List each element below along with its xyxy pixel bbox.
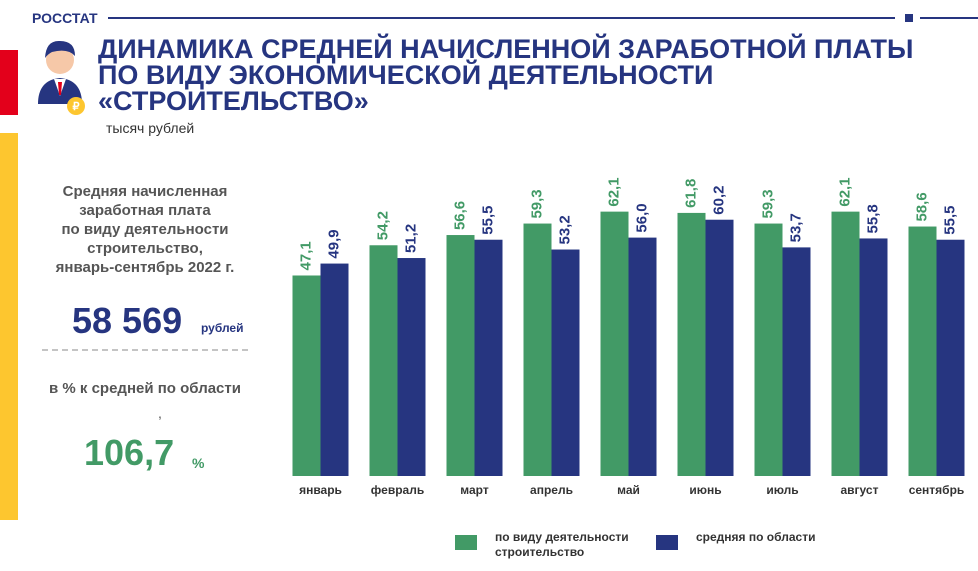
bar xyxy=(782,247,811,476)
bar xyxy=(523,223,552,476)
x-tick-label: январь xyxy=(299,483,342,497)
bar xyxy=(292,275,321,476)
value-label: 55,5 xyxy=(941,206,958,235)
value-label: 49,9 xyxy=(325,229,342,258)
brand: РОССТАТ xyxy=(32,10,98,26)
x-tick-label: май xyxy=(617,483,640,497)
caption-line: заработная плата xyxy=(79,202,211,219)
value-label: 59,3 xyxy=(759,189,776,218)
caption-line: январь-сентябрь 2022 г. xyxy=(55,259,235,276)
ratio: 106,7 xyxy=(84,432,175,473)
value-label: 62,1 xyxy=(605,177,622,206)
title-line: ДИНАМИКА СРЕДНЕЙ НАЧИСЛЕННОЙ ЗАРАБОТНОЙ … xyxy=(98,34,914,64)
bar xyxy=(474,239,503,476)
unit: тысяч рублей xyxy=(106,120,195,136)
amount: 58 569 xyxy=(72,300,183,341)
bar xyxy=(600,211,629,477)
title-line: «СТРОИТЕЛЬСТВО» xyxy=(98,86,369,116)
bar xyxy=(705,219,734,476)
legend-swatch xyxy=(656,535,678,550)
x-tick-label: август xyxy=(841,483,879,497)
summary-caption: Средняя начисленная заработная плата по ви… xyxy=(20,182,270,277)
legend-swatch xyxy=(455,535,477,550)
value-label: 55,5 xyxy=(479,206,496,235)
caption-line: строительство, xyxy=(87,240,203,257)
value-label: 47,1 xyxy=(297,241,314,270)
title-line: ПО ВИДУ ЭКОНОМИЧЕСКОЙ ДЕЯТЕЛЬНОСТИ xyxy=(98,60,714,90)
bar xyxy=(859,238,888,476)
caption-line: по виду деятельности xyxy=(61,221,229,238)
bar xyxy=(446,235,475,476)
value-label: 58,6 xyxy=(913,192,930,221)
ratio-unit: % xyxy=(192,455,205,471)
value-label: 56,0 xyxy=(633,203,650,232)
value-label: 54,2 xyxy=(374,211,391,240)
value-label: 53,7 xyxy=(787,213,804,242)
x-tick-label: февраль xyxy=(371,483,424,497)
ratio-mark: , xyxy=(158,405,162,421)
value-label: 56,6 xyxy=(451,201,468,230)
amount-unit: рублей xyxy=(201,321,244,335)
caption-line: Средняя начисленная xyxy=(62,183,228,200)
x-tick-label: март xyxy=(460,483,489,497)
value-label: 55,8 xyxy=(864,204,881,233)
value-label: 59,3 xyxy=(528,189,545,218)
value-label: 51,2 xyxy=(402,224,419,253)
bar xyxy=(369,245,398,476)
bar xyxy=(320,263,349,476)
person-icon: ₽ xyxy=(38,40,85,115)
bar xyxy=(754,223,783,476)
bar xyxy=(831,211,860,477)
bar xyxy=(551,249,580,476)
chart-title: ДИНАМИКА СРЕДНЕЙ НАЧИСЛЕННОЙ ЗАРАБОТНОЙ … xyxy=(98,34,914,116)
bar xyxy=(908,226,937,476)
legend-label: средняя по области xyxy=(696,530,816,544)
value-label: 61,8 xyxy=(682,179,699,208)
top-square xyxy=(905,14,913,22)
x-tick-label: июнь xyxy=(689,483,721,497)
value-label: 60,2 xyxy=(710,186,727,215)
bar xyxy=(397,258,426,476)
red-stripe xyxy=(0,50,18,115)
value-label: 62,1 xyxy=(836,177,853,206)
x-tick-label: июль xyxy=(766,483,798,497)
bar xyxy=(677,212,706,476)
bar xyxy=(936,239,965,476)
value-label: 53,2 xyxy=(556,215,573,244)
x-tick-label: апрель xyxy=(530,483,573,497)
x-tick-label: сентябрь xyxy=(909,483,965,497)
bar xyxy=(628,237,657,476)
svg-text:₽: ₽ xyxy=(73,101,80,113)
yellow-stripe xyxy=(0,133,18,520)
ratio-caption: в % к средней по области xyxy=(49,380,241,397)
legend-label: по виду деятельности строительство xyxy=(495,530,629,559)
